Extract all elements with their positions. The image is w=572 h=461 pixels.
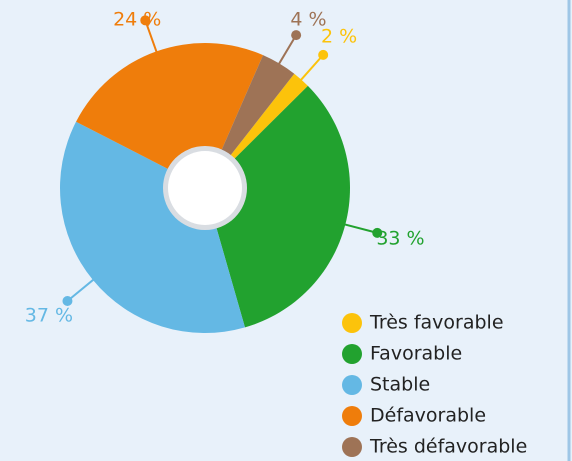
leader-dot <box>318 49 329 60</box>
slice <box>60 121 245 333</box>
data-label: 37 % <box>25 305 73 327</box>
data-label: 4 % <box>290 9 326 31</box>
legend-label: Très favorable <box>369 312 504 334</box>
slice <box>205 85 350 328</box>
donut-hole <box>168 151 242 225</box>
leader-line <box>295 54 324 87</box>
legend-label: Favorable <box>370 343 462 365</box>
legend-swatch <box>342 406 362 426</box>
leader-line <box>337 221 378 234</box>
legend-swatch <box>342 437 362 457</box>
leader-line <box>144 19 160 60</box>
legend-label: Défavorable <box>370 405 486 427</box>
leader-dot <box>140 15 151 26</box>
leader-dot <box>62 295 73 306</box>
leader-dot <box>291 30 302 41</box>
leader-line <box>274 34 298 71</box>
legend-swatch <box>342 313 362 333</box>
legend-swatch <box>342 344 362 364</box>
data-label: 33 % <box>376 227 424 249</box>
leader-line <box>66 274 100 302</box>
data-label: 24 % <box>113 9 161 31</box>
legend-label: Stable <box>370 374 430 396</box>
legend-swatch <box>342 375 362 395</box>
leader-dot <box>372 227 383 238</box>
legend-label: Très défavorable <box>369 436 527 458</box>
data-label: 2 % <box>321 25 357 47</box>
